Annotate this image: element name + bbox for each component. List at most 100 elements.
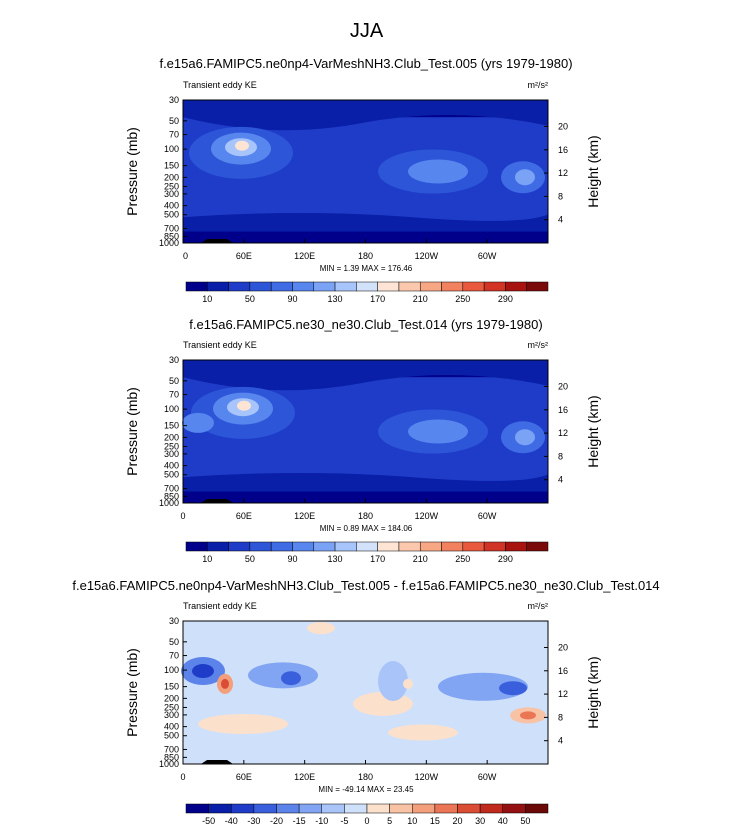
- storm-track-inner: [408, 419, 468, 444]
- colorbar-swatch: [525, 803, 549, 814]
- height-tick-label: 4: [558, 736, 563, 746]
- pressure-tick-label: 300: [164, 449, 179, 459]
- colorbar-swatch: [398, 281, 421, 292]
- pressure-tick-label: 70: [169, 390, 179, 400]
- pressure-tick-label: 1000: [159, 759, 179, 769]
- variable-label: Transient eddy KE: [183, 80, 257, 90]
- surface-band: [183, 231, 548, 243]
- pressure-tick-label: 200: [164, 432, 179, 442]
- pressure-tick-label: 200: [164, 172, 179, 182]
- colorbar-swatch: [313, 541, 336, 552]
- storm-track-inner: [408, 159, 468, 184]
- min-max-label: MIN = 1.39 MAX = 176.46: [320, 264, 413, 273]
- pressure-tick-label: 250: [164, 181, 179, 191]
- height-tick-label: 16: [558, 145, 568, 155]
- panel-title: f.e15a6.FAMIPC5.ne30_ne30.Club_Test.014 …: [189, 317, 542, 332]
- east-maximum-inner: [515, 169, 535, 186]
- longitude-tick-label: 60W: [478, 511, 497, 521]
- upper-level-shading: [183, 100, 548, 131]
- pressure-tick-label: 30: [169, 95, 179, 105]
- units-label: m²/s²: [528, 80, 549, 90]
- pressure-tick-label: 700: [164, 223, 179, 233]
- colorbar-swatch: [253, 803, 277, 814]
- longitude-tick-label: 180: [358, 772, 373, 782]
- panel-1: f.e15a6.FAMIPC5.ne0np4-VarMeshNH3.Club_T…: [124, 56, 601, 304]
- topography: [201, 760, 233, 764]
- colorbar-swatch: [412, 803, 436, 814]
- colorbar: -50 -40 -30 -20 -15 -10 -5 0 5 10 15 20 30 40 50: [185, 803, 549, 824]
- colorbar-swatch: [526, 541, 549, 552]
- pressure-tick-label: 100: [164, 404, 179, 414]
- height-tick-label: 12: [558, 689, 568, 699]
- longitude-tick-label: 120W: [415, 251, 439, 261]
- longitude-tick-label: 60E: [236, 251, 252, 261]
- surface-band: [183, 491, 548, 503]
- colorbar-swatch: [462, 541, 485, 552]
- pressure-tick-label: 500: [164, 731, 179, 741]
- colorbar-swatch: [398, 541, 421, 552]
- units-label: m²/s²: [528, 601, 549, 611]
- height-tick-label: 8: [558, 712, 563, 722]
- colorbar-label: 290: [498, 294, 513, 304]
- pressure-tick-label: 400: [164, 722, 179, 732]
- longitude-tick-label: 120E: [294, 251, 315, 261]
- longitude-tick-label: 60W: [478, 251, 497, 261]
- positive-spot: [403, 678, 413, 689]
- colorbar: 10 50 90 130 170 210 250 290: [185, 541, 549, 564]
- pressure-tick-label: 500: [164, 210, 179, 220]
- colorbar-label: -40: [225, 816, 238, 824]
- height-tick-label: 16: [558, 666, 568, 676]
- colorbar-swatch: [313, 281, 336, 292]
- height-tick-label: 12: [558, 168, 568, 178]
- colorbar-swatch: [249, 281, 272, 292]
- colorbar-label: 130: [328, 294, 343, 304]
- pressure-tick-label: 200: [164, 693, 179, 703]
- colorbar-label: 10: [202, 554, 212, 564]
- colorbar-swatch: [185, 541, 208, 552]
- colorbar-label: 170: [370, 294, 385, 304]
- height-tick-label: 20: [558, 381, 568, 391]
- colorbar-swatch: [228, 541, 251, 552]
- colorbar-swatch: [377, 541, 400, 552]
- colorbar-label: 210: [413, 554, 428, 564]
- colorbar-swatch: [479, 803, 503, 814]
- longitude-tick-label: 120E: [294, 511, 315, 521]
- colorbar-label: -20: [270, 816, 283, 824]
- colorbar: 10 50 90 130 170 210 250 290: [185, 281, 549, 304]
- pressure-tick-label: 150: [164, 421, 179, 431]
- colorbar-label: 50: [245, 294, 255, 304]
- topography: [201, 499, 233, 503]
- west-maximum: [182, 412, 214, 433]
- positive-core-inner: [221, 678, 229, 689]
- pressure-tick-label: 250: [164, 441, 179, 451]
- colorbar-swatch: [505, 541, 527, 552]
- y2-axis-label: Height (km): [585, 656, 601, 728]
- longitude-tick-label: 120W: [415, 511, 439, 521]
- positive-core: [520, 711, 536, 720]
- colorbar-swatch: [207, 541, 229, 552]
- colorbar-label: 130: [328, 554, 343, 564]
- colorbar-label: -10: [315, 816, 328, 824]
- longitude-tick-label: 120E: [294, 772, 315, 782]
- height-tick-label: 16: [558, 405, 568, 415]
- y2-axis-label: Height (km): [585, 135, 601, 207]
- pressure-tick-label: 700: [164, 744, 179, 754]
- colorbar-swatch: [434, 803, 458, 814]
- colorbar-label: 290: [498, 554, 513, 564]
- colorbar-label: 50: [520, 816, 530, 824]
- negative-core: [192, 664, 214, 679]
- longitude-tick-label: 60E: [236, 511, 252, 521]
- colorbar-swatch: [292, 541, 315, 552]
- height-tick-label: 12: [558, 428, 568, 438]
- pressure-tick-label: 50: [169, 116, 179, 126]
- pressure-tick-label: 150: [164, 161, 179, 171]
- longitude-tick-label: 180: [358, 511, 373, 521]
- colorbar-swatch: [292, 281, 315, 292]
- negative-core: [499, 681, 527, 696]
- colorbar-label: 50: [245, 554, 255, 564]
- colorbar-swatch: [462, 281, 485, 292]
- colorbar-swatch: [207, 281, 229, 292]
- colorbar-swatch: [419, 541, 442, 552]
- colorbar-label: 250: [455, 294, 470, 304]
- y2-axis-label: Height (km): [585, 395, 601, 467]
